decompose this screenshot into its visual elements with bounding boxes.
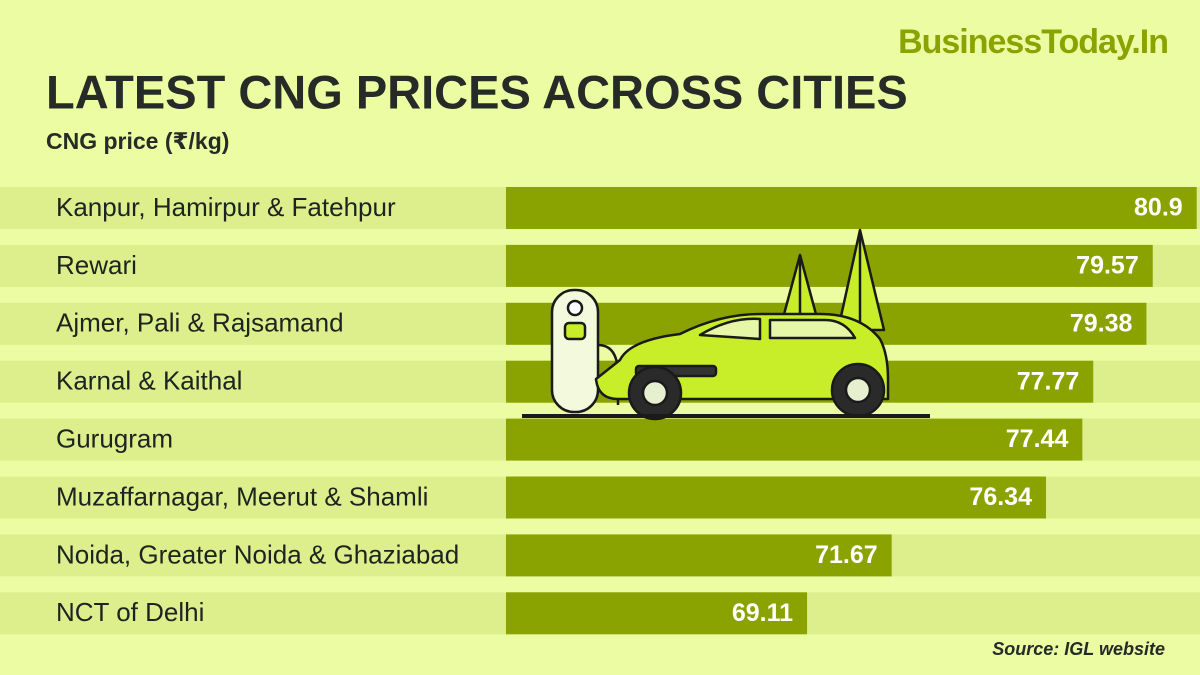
bar (506, 187, 1197, 229)
value-label: 69.11 (732, 599, 793, 627)
chart-subtitle: CNG price (₹/kg) (46, 128, 229, 154)
value-label: 77.77 (1017, 367, 1080, 395)
brand: BusinessToday.In (898, 23, 1168, 61)
illustration (522, 228, 930, 421)
bar (506, 592, 808, 635)
category-label: Muzaffarnagar, Meerut & Shamli (56, 481, 428, 511)
category-label: Kanpur, Hamirpur & Fatehpur (56, 192, 396, 222)
value-label: 77.44 (1006, 425, 1069, 453)
category-label: Ajmer, Pali & Rajsamand (56, 308, 344, 338)
value-label: 79.38 (1070, 309, 1133, 337)
category-label: Noida, Greater Noida & Ghaziabad (56, 539, 459, 569)
value-label: 79.57 (1076, 252, 1139, 280)
bar (506, 244, 1153, 287)
bar (506, 418, 1083, 461)
bar (506, 476, 1046, 519)
category-label: Rewari (56, 250, 137, 280)
value-labels: 80.9 79.57 79.38 77.77 77.44 76.34 71.67 69.11 (732, 194, 1183, 627)
bar (506, 534, 892, 577)
value-label: 80.9 (1134, 194, 1183, 222)
category-label: Karnal & Kaithal (56, 366, 242, 396)
category-label: NCT of Delhi (56, 597, 204, 627)
value-label: 76.34 (969, 483, 1032, 511)
chart-title: LATEST CNG PRICES ACROSS CITIES (46, 65, 908, 118)
value-label: 71.67 (815, 541, 878, 569)
category-label: Gurugram (56, 423, 173, 453)
plot: Kanpur, Hamirpur & Fatehpur Rewari Ajmer, … (0, 187, 1200, 635)
source-note: Source: IGL website (992, 639, 1165, 659)
